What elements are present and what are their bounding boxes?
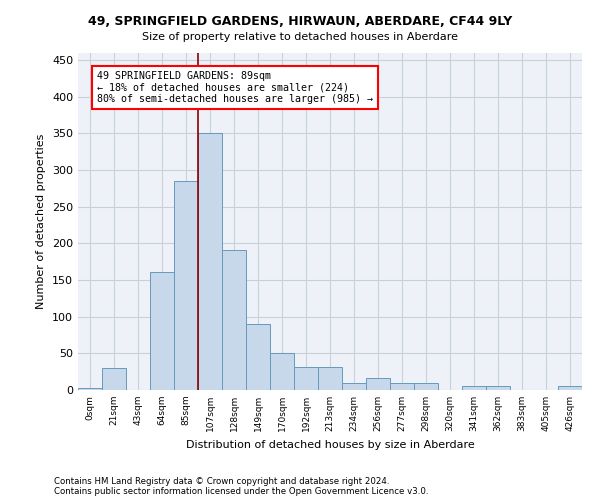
Bar: [342, 382, 366, 390]
Bar: [102, 368, 126, 390]
Bar: [246, 324, 270, 390]
Bar: [558, 386, 582, 390]
Bar: [486, 386, 510, 390]
Bar: [318, 368, 342, 390]
Bar: [174, 181, 198, 390]
Bar: [294, 368, 318, 390]
Bar: [222, 250, 246, 390]
Bar: [462, 386, 486, 390]
Text: Size of property relative to detached houses in Aberdare: Size of property relative to detached ho…: [142, 32, 458, 42]
Y-axis label: Number of detached properties: Number of detached properties: [37, 134, 46, 309]
Bar: [198, 133, 222, 390]
Text: 49 SPRINGFIELD GARDENS: 89sqm
← 18% of detached houses are smaller (224)
80% of : 49 SPRINGFIELD GARDENS: 89sqm ← 18% of d…: [97, 71, 373, 104]
Bar: [414, 382, 438, 390]
Bar: [390, 384, 414, 390]
Text: Contains public sector information licensed under the Open Government Licence v3: Contains public sector information licen…: [54, 487, 428, 496]
Bar: [150, 272, 174, 390]
Text: Contains HM Land Registry data © Crown copyright and database right 2024.: Contains HM Land Registry data © Crown c…: [54, 477, 389, 486]
Bar: [270, 354, 294, 390]
Bar: [366, 378, 390, 390]
Bar: [78, 388, 102, 390]
X-axis label: Distribution of detached houses by size in Aberdare: Distribution of detached houses by size …: [185, 440, 475, 450]
Text: 49, SPRINGFIELD GARDENS, HIRWAUN, ABERDARE, CF44 9LY: 49, SPRINGFIELD GARDENS, HIRWAUN, ABERDA…: [88, 15, 512, 28]
